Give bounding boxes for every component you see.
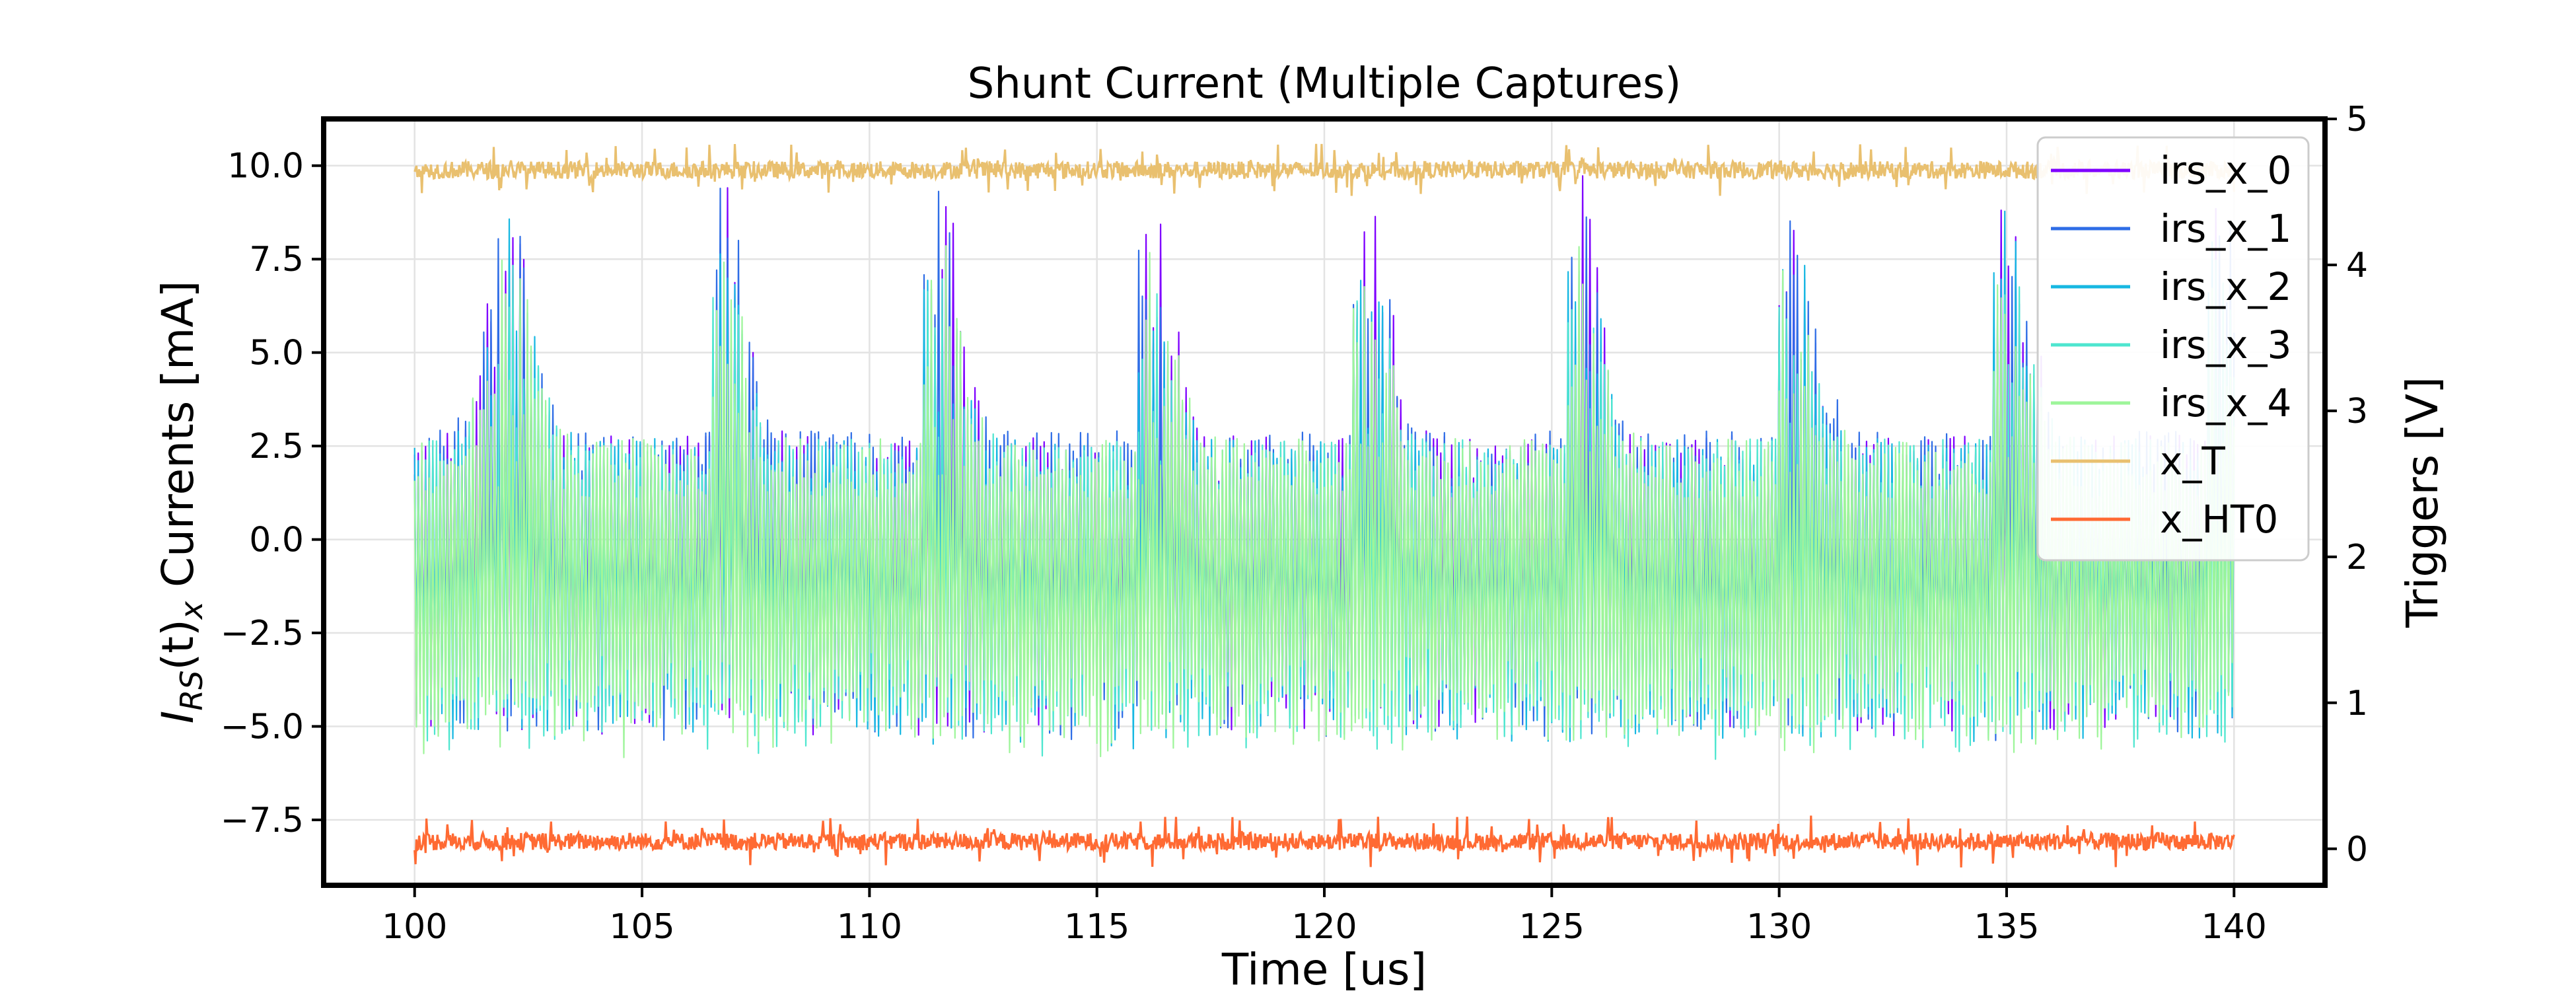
legend: irs_x_0 irs_x_1 irs_x_2 irs_x_3 irs_x_4 x_T x_…	[2036, 136, 2310, 562]
y-tick-label: −5.0	[221, 708, 304, 747]
series-line-irs_x_4	[413, 245, 2235, 758]
y-right-axis-label: Triggers [V]	[2397, 377, 2448, 628]
x-axis-ticks: 100 105 110 115 120 125 130 135 140	[382, 885, 2267, 947]
x-tick-label: 100	[382, 907, 447, 947]
x-tick-label: 125	[1519, 907, 1585, 947]
legend-label-x_T: x_T	[2160, 439, 2225, 484]
y-tick-label: 7.5	[249, 240, 304, 279]
series-line-x_T	[413, 143, 2235, 196]
y-right-tick-label: 3	[2346, 392, 2368, 431]
y-right-tick-label: 2	[2346, 538, 2368, 577]
y-right-tick-label: 0	[2346, 830, 2368, 869]
legend-label-irs_x_1: irs_x_1	[2160, 206, 2291, 251]
y-axis-label-paren: (t)	[153, 619, 203, 670]
x-tick-label: 135	[1974, 907, 2039, 947]
y-tick-label: 2.5	[249, 427, 304, 466]
series-line-x_HT0	[413, 815, 2235, 868]
x-axis-label: Time [us]	[1221, 944, 1427, 991]
y-tick-label: −2.5	[221, 614, 304, 653]
legend-label-irs_x_3: irs_x_3	[2160, 322, 2291, 367]
y-right-tick-label: 5	[2346, 100, 2368, 139]
y-axis-label-sub1: RS	[174, 671, 209, 711]
y-axis-label: IRS(t)x Currents [mA]	[153, 281, 209, 723]
y-axis-label-rest: Currents [mA]	[153, 281, 203, 601]
y-axis-label-sub2: x	[174, 601, 209, 620]
chart-title: Shunt Current (Multiple Captures)	[968, 59, 1682, 108]
legend-box	[2036, 136, 2310, 562]
x-tick-label: 110	[837, 907, 902, 947]
x-tick-label: 130	[1746, 907, 1812, 947]
x-tick-label: 115	[1064, 907, 1129, 947]
y-tick-label: 5.0	[249, 334, 304, 373]
x-tick-label: 120	[1291, 907, 1357, 947]
legend-label-x_HT0: x_HT0	[2160, 497, 2278, 542]
y-right-axis-ticks: 0 1 2 3 4 5	[2325, 100, 2368, 869]
y-tick-label: −7.5	[221, 801, 304, 840]
x-tick-label: 105	[609, 907, 674, 947]
y-right-tick-label: 4	[2346, 246, 2368, 285]
y-tick-label: 10.0	[227, 147, 304, 186]
series-layer	[413, 143, 2235, 868]
y-tick-label: 0.0	[249, 521, 304, 560]
y-axis-ticks: −7.5 −5.0 −2.5 0.0 2.5 5.0 7.5 10.0	[221, 147, 324, 840]
legend-label-irs_x_2: irs_x_2	[2160, 264, 2291, 309]
y-right-tick-label: 1	[2346, 684, 2368, 723]
legend-label-irs_x_0: irs_x_0	[2160, 148, 2291, 193]
legend-label-irs_x_4: irs_x_4	[2160, 381, 2291, 425]
x-tick-label: 140	[2201, 907, 2267, 947]
y-axis-label-main: I	[153, 711, 203, 723]
